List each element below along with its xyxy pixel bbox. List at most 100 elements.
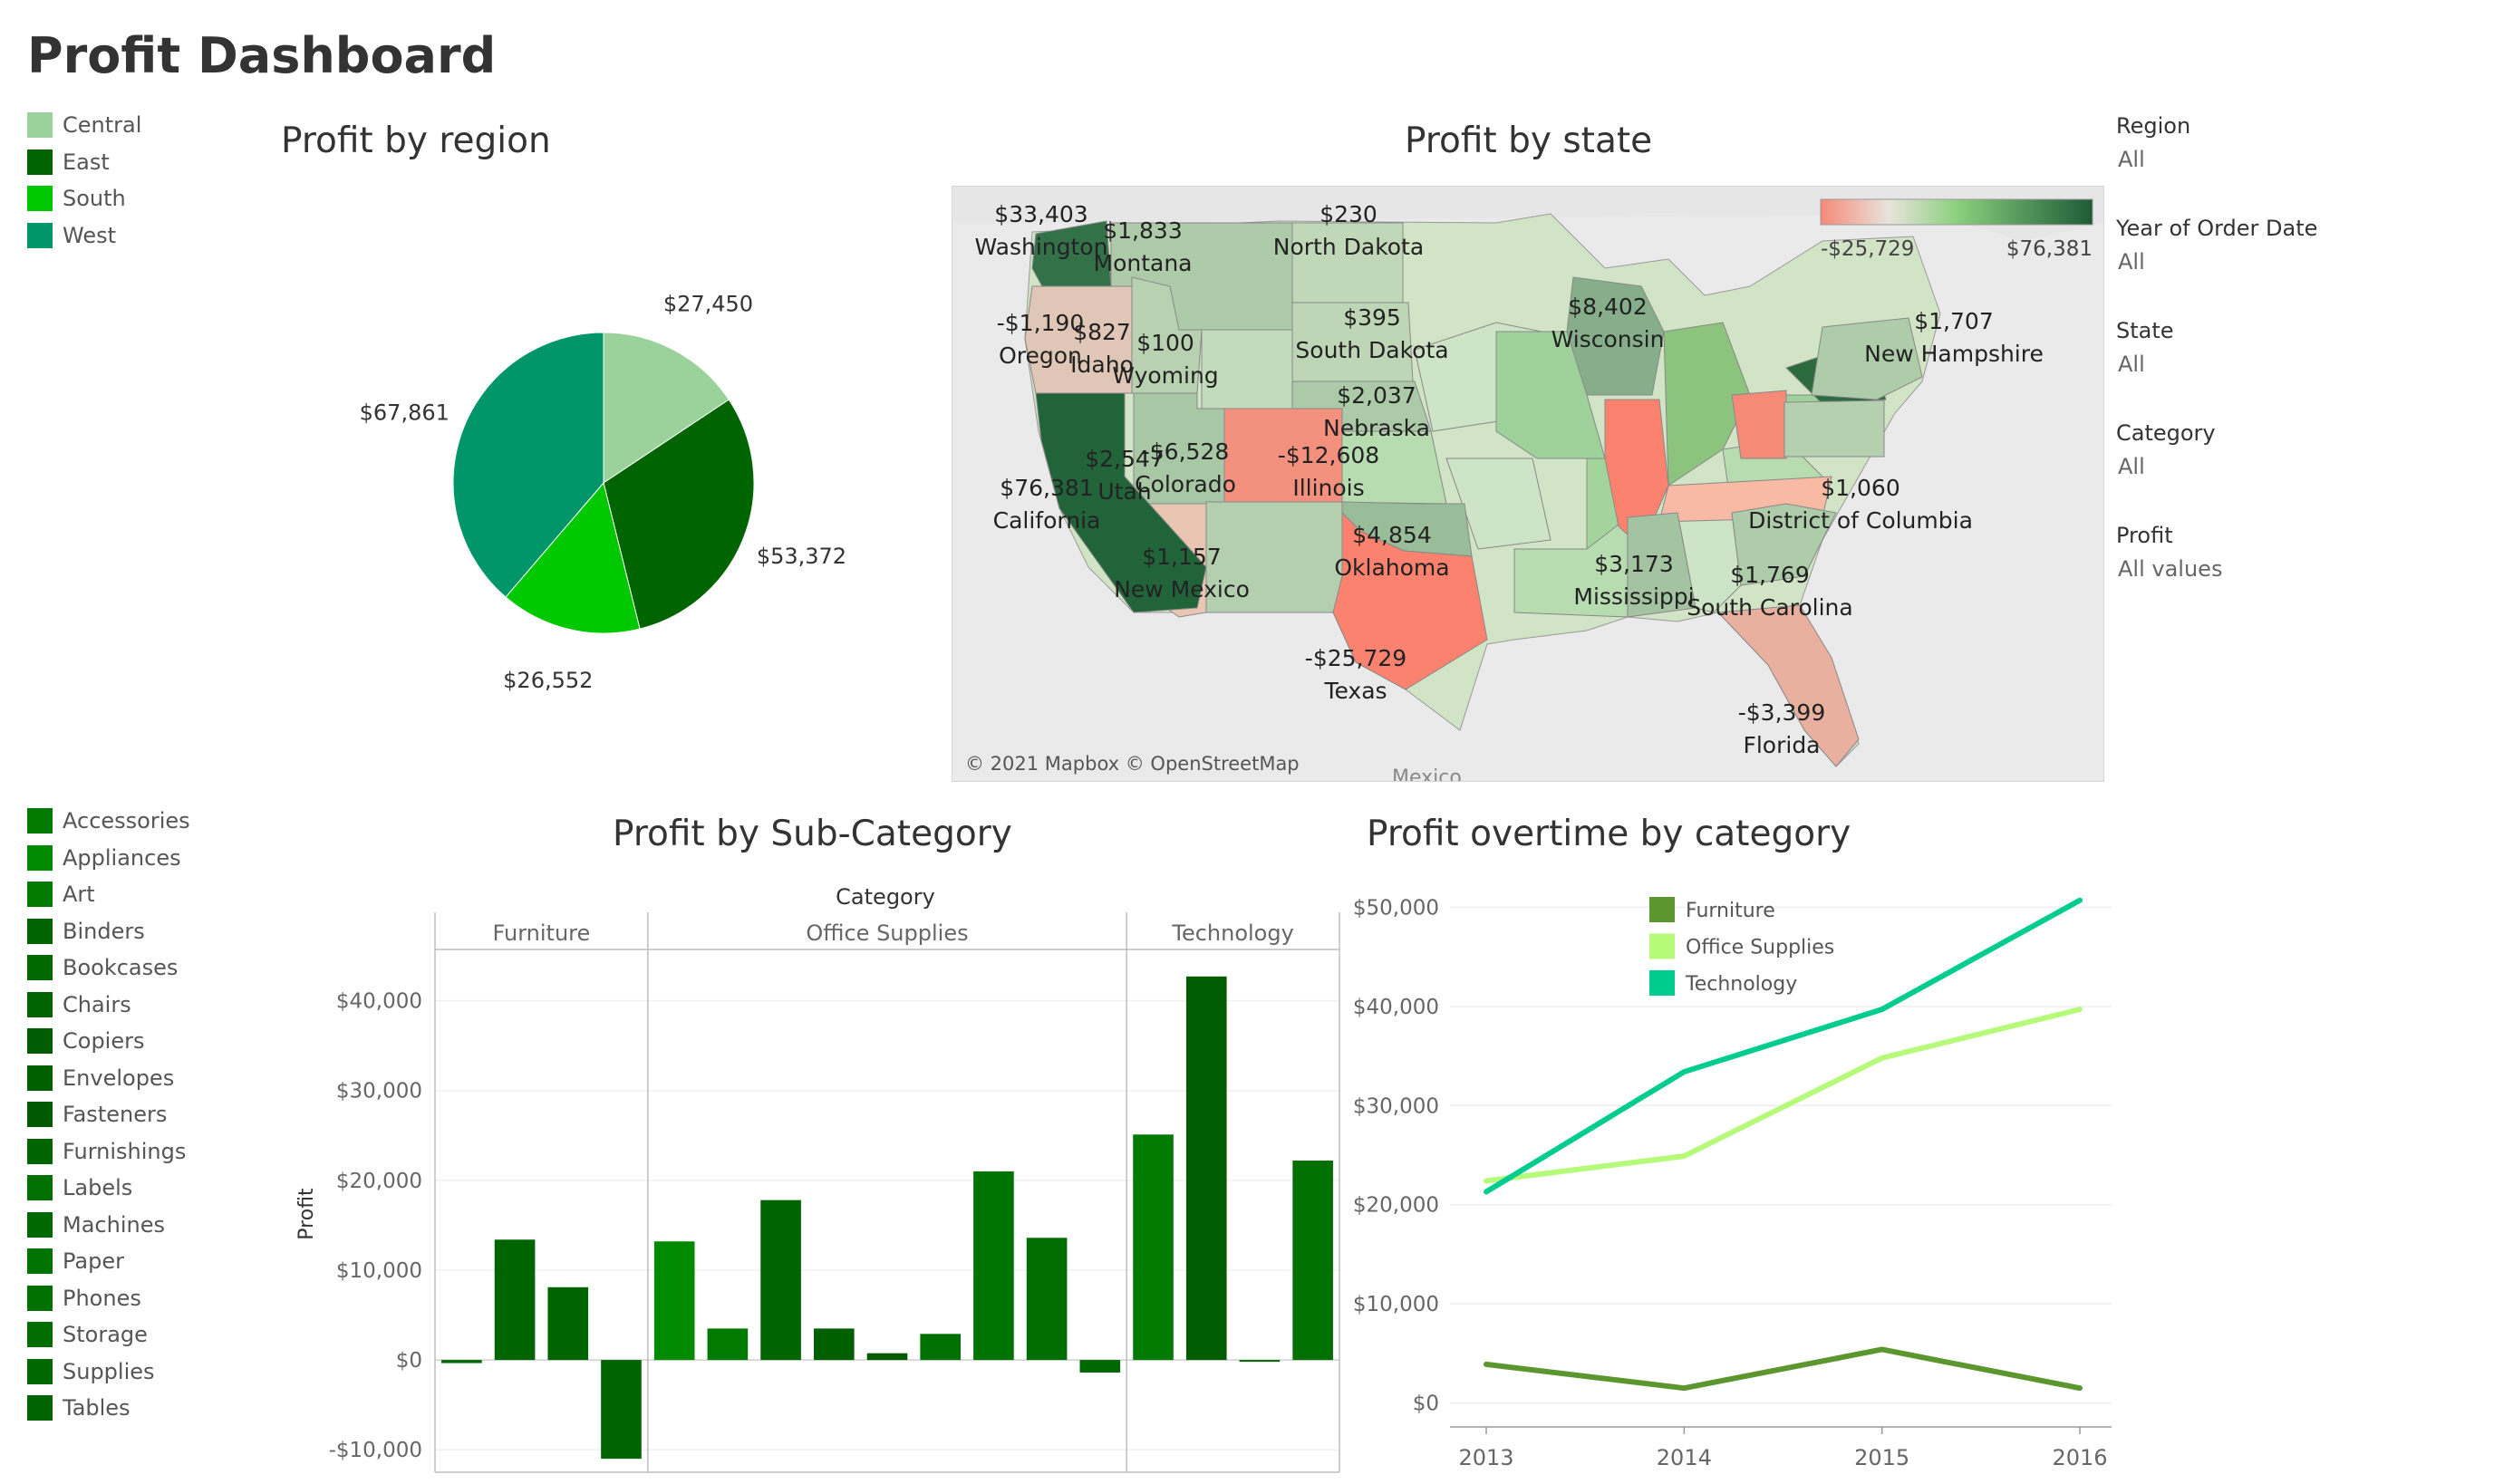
map-state-california[interactable] (1035, 392, 1207, 613)
map-state-shape-other[interactable] (1731, 390, 1787, 459)
filter-value[interactable]: All (2118, 352, 2145, 377)
line-ytick-label: $40,000 (1353, 996, 1439, 1019)
map-state-texas[interactable] (1332, 511, 1488, 690)
line-ytick-label: $10,000 (1353, 1293, 1439, 1316)
map-value-oregon: -$1,190 (997, 310, 1085, 336)
bar-envelopes[interactable] (813, 1328, 855, 1361)
bar-copiers[interactable] (1185, 976, 1227, 1361)
legend-swatch (27, 1211, 53, 1238)
bar-furnishings[interactable] (547, 1286, 589, 1361)
subcategory-legend-item-chairs[interactable]: Chairs (27, 987, 190, 1024)
map-value-district-of-columbia: $1,060 (1821, 475, 1900, 501)
subcategory-legend-item-storage[interactable]: Storage (27, 1316, 190, 1354)
subcategory-legend-item-supplies[interactable]: Supplies (27, 1354, 190, 1391)
filter-region[interactable]: Region All (2116, 113, 2190, 172)
subcategory-legend-item-furnishings[interactable]: Furnishings (27, 1133, 190, 1171)
line-series-furniture[interactable] (1484, 1346, 2083, 1392)
filter-year-of-order-date[interactable]: Year of Order Date All (2116, 216, 2317, 275)
region-legend: Central East South West (27, 107, 141, 254)
bar-art[interactable] (707, 1328, 749, 1361)
subcategory-legend-item-paper[interactable]: Paper (27, 1243, 190, 1280)
legend-swatch (27, 1175, 53, 1201)
filter-value[interactable]: All (2118, 454, 2145, 479)
bar-tables[interactable] (601, 1360, 642, 1460)
map-label-montana: Montana (1094, 250, 1193, 276)
map-state-new-hampshire[interactable] (1811, 317, 1923, 400)
bar-accessories[interactable] (1133, 1134, 1174, 1361)
bar-bookcases[interactable] (441, 1360, 482, 1364)
map-state-south-carolina[interactable] (1731, 503, 1837, 586)
subcategory-legend-item-phones[interactable]: Phones (27, 1280, 190, 1317)
profit-by-state-map[interactable]: $33,403 Washington $1,833 Montana $230 North … (952, 186, 2104, 782)
region-legend-item-central[interactable]: Central (27, 107, 141, 144)
legend-swatch (27, 1395, 53, 1421)
filter-state[interactable]: State All (2116, 318, 2174, 377)
filter-value[interactable]: All values (2118, 556, 2223, 582)
filter-value[interactable]: All (2118, 249, 2145, 275)
bar-supplies[interactable] (1079, 1360, 1121, 1373)
map-state-mississippi[interactable] (1627, 512, 1696, 618)
line-series-technology[interactable] (1484, 897, 2083, 1195)
map-label-florida: Florida (1743, 732, 1820, 758)
region-legend-item-west[interactable]: West (27, 217, 141, 255)
legend-swatch (27, 808, 53, 834)
line-legend-swatch (1649, 933, 1675, 959)
line-legend-label-technology[interactable]: Technology (1685, 973, 1797, 996)
subcategory-legend-item-machines[interactable]: Machines (27, 1207, 190, 1244)
region-legend-item-east[interactable]: East (27, 144, 141, 181)
subcategory-legend-item-binders[interactable]: Binders (27, 913, 190, 950)
pie-slice-central[interactable] (603, 332, 730, 484)
legend-swatch (27, 1248, 53, 1275)
pie-slice-east[interactable] (603, 399, 755, 630)
bar-labels[interactable] (920, 1334, 962, 1361)
line-ytick-label: $20,000 (1353, 1194, 1439, 1218)
bar-binders[interactable] (760, 1200, 801, 1361)
subcategory-legend-item-labels[interactable]: Labels (27, 1170, 190, 1207)
bar-machines[interactable] (1239, 1360, 1281, 1363)
legend-label: Chairs (63, 991, 131, 1017)
bar-chairs[interactable] (494, 1239, 536, 1361)
map-state-shape-other[interactable] (1445, 458, 1552, 550)
bar-storage[interactable] (1026, 1238, 1068, 1361)
map-value-north-dakota: $230 (1320, 201, 1378, 227)
subcategory-legend-item-accessories[interactable]: Accessories (27, 803, 190, 840)
subcategory-legend-item-fasteners[interactable]: Fasteners (27, 1096, 190, 1133)
subcategory-legend-item-appliances[interactable]: Appliances (27, 840, 190, 877)
pie-slice-south[interactable] (505, 481, 641, 634)
map-state-florida[interactable] (1716, 604, 1860, 767)
subcategory-legend-item-tables[interactable]: Tables (27, 1390, 190, 1427)
region-legend-item-south[interactable]: South (27, 180, 141, 217)
subcategory-legend-item-bookcases[interactable]: Bookcases (27, 949, 190, 987)
map-state-district-of-columbia[interactable] (1784, 400, 1885, 458)
filter-category[interactable]: Category All (2116, 420, 2216, 479)
map-value-illinois: -$12,608 (1278, 442, 1379, 468)
line-xtick-label: 2016 (2052, 1445, 2107, 1470)
legend-swatch (27, 844, 53, 871)
legend-swatch (27, 918, 53, 944)
line-legend-label-furniture[interactable]: Furniture (1686, 900, 1775, 922)
subcategory-legend-item-envelopes[interactable]: Envelopes (27, 1060, 190, 1097)
map-state-wisconsin[interactable] (1566, 276, 1665, 396)
line-legend-label-office-supplies[interactable]: Office Supplies (1686, 937, 1834, 959)
legend-label: West (63, 222, 117, 248)
bar-ytick-label: $20,000 (336, 1170, 422, 1193)
filter-profit[interactable]: Profit All values (2116, 523, 2222, 582)
subcategory-legend: Accessories Appliances Art Binders Bookcases… (27, 803, 190, 1427)
subcategory-legend-item-copiers[interactable]: Copiers (27, 1023, 190, 1060)
subcategory-legend-item-art[interactable]: Art (27, 876, 190, 913)
pie-slice-west[interactable] (452, 332, 604, 598)
bar-ytick-label: $0 (396, 1349, 422, 1373)
legend-label: Labels (63, 1175, 133, 1201)
map-label-north-dakota: North Dakota (1273, 234, 1424, 260)
bar-paper[interactable] (973, 1171, 1014, 1361)
bar-phones[interactable] (1292, 1161, 1333, 1361)
map-value-colorado: -$6,528 (1142, 438, 1230, 465)
bar-fasteners[interactable] (866, 1353, 908, 1361)
legend-label: South (63, 186, 126, 212)
map-label-oregon: Oregon (999, 342, 1082, 369)
legend-swatch (27, 1102, 53, 1128)
bar-appliances[interactable] (653, 1241, 695, 1361)
line-series-office-supplies[interactable] (1484, 1007, 2083, 1184)
map-scale-max: $76,381 (2006, 237, 2093, 261)
filter-value[interactable]: All (2118, 147, 2145, 172)
